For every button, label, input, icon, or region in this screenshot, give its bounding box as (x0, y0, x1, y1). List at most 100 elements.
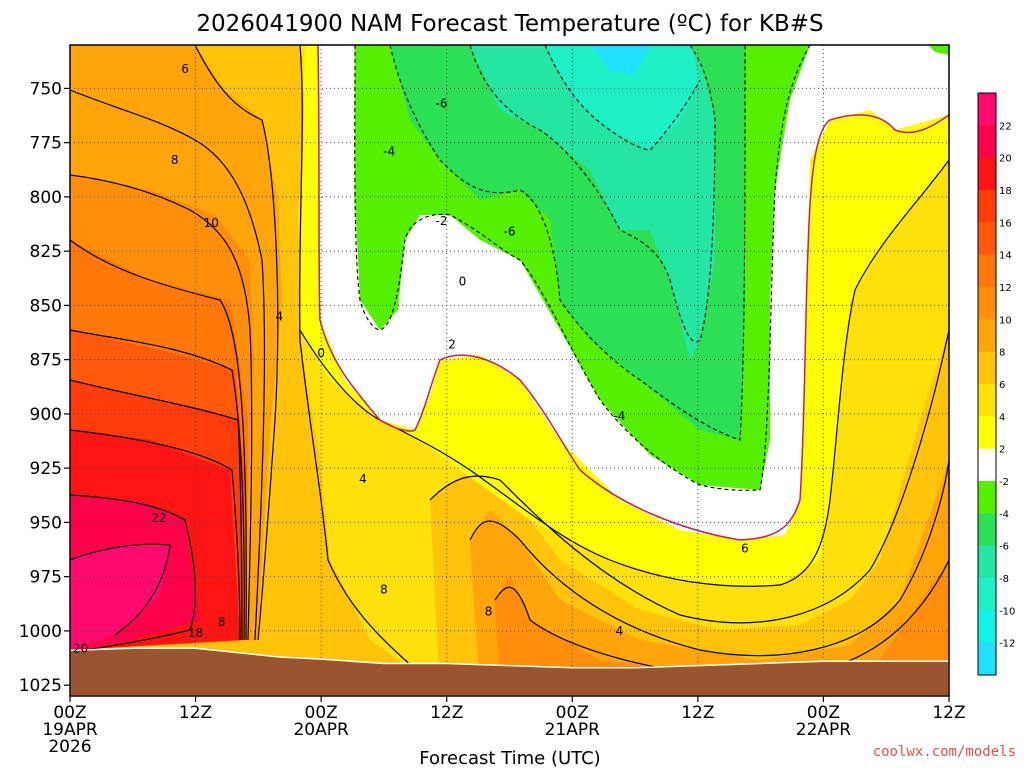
colorbar-swatch (978, 610, 996, 644)
fill-band-10to12-east (495, 560, 949, 696)
colorbar-swatch (978, 642, 996, 676)
x-tick-date: 21APR (545, 720, 601, 740)
colorbar-swatch (978, 513, 996, 547)
contour-label: 4 (359, 472, 367, 486)
contour-6 (194, 45, 279, 641)
contour-8 (70, 89, 266, 641)
contour-6b (299, 45, 441, 691)
y-tick-label: 1000 (19, 622, 62, 642)
colorbar-label: 20 (999, 154, 1012, 165)
x-tick-label: 12Z (681, 703, 714, 723)
contour-label: 10 (204, 216, 219, 230)
contour-label: -6 (435, 97, 447, 111)
y-tick-label: 950 (30, 513, 62, 533)
fill-band-minus12to-14 (590, 45, 650, 75)
contour-label: 20 (73, 641, 88, 655)
contour-label: 0 (317, 346, 325, 360)
contour-zero (317, 45, 949, 541)
contour-10 (70, 174, 253, 641)
colorbar-swatch (978, 545, 996, 579)
fill-band-minus8to-10 (545, 45, 700, 150)
colorbar-label: 12 (999, 283, 1012, 294)
x-tick-label: 00Z (807, 703, 840, 723)
contour-16 (70, 379, 243, 641)
colorbar-label: 4 (999, 412, 1005, 423)
contour-8-east (469, 459, 949, 657)
x-tick-date: 22APR (796, 720, 852, 740)
y-tick-label: 850 (30, 296, 62, 316)
colorbar-swatch (978, 578, 996, 611)
colorbar-swatch (978, 157, 996, 191)
colorbar-swatch (978, 222, 996, 256)
contour-minus8 (544, 45, 701, 151)
contour-label: 8 (171, 153, 179, 167)
contour-14 (70, 329, 245, 641)
contour-label: 22 (151, 511, 166, 525)
colorbar-swatch (978, 190, 996, 223)
colorbar-label: 6 (999, 380, 1005, 391)
contour-label: 8 (380, 583, 388, 597)
colorbar-swatch (978, 448, 996, 482)
y-tick-label: 875 (30, 351, 62, 371)
x-tick-label: 12Z (932, 703, 965, 723)
colorbar-swatch (978, 319, 996, 353)
contour-20 (70, 494, 197, 653)
colorbar-swatch (978, 351, 996, 385)
y-tick-label: 1025 (19, 676, 62, 696)
x-tick-date: 19APR (42, 720, 98, 740)
contour-minus6 (469, 45, 716, 343)
y-tick-label: 900 (30, 405, 62, 425)
fill-band-8to10-east (470, 460, 949, 696)
colorbar-label: -2 (999, 477, 1009, 488)
contour-18 (70, 429, 241, 641)
fill-band-22to24 (70, 545, 170, 650)
colorbar-swatch (978, 93, 996, 126)
contour-label: -4 (383, 144, 395, 158)
colorbar-label: 22 (999, 121, 1012, 132)
contour-labels: 6 8 10 22 18 20 8 4 0 4 -4 -6 -2 0 2 8 8 -6 -4 4 6 (73, 62, 749, 655)
colorbar-swatch (978, 287, 996, 320)
contour-label: 2 (448, 337, 456, 351)
x-tick-label: 00Z (305, 703, 338, 723)
contour-label: 6 (181, 62, 189, 76)
contour-label: 4 (616, 624, 624, 638)
contour-label: 8 (218, 615, 226, 629)
y-tick-label: 925 (30, 459, 62, 479)
fill-green-corner (928, 45, 949, 55)
y-tick-label: 975 (30, 568, 62, 588)
colorbar-label: -10 (999, 606, 1015, 617)
contour-label: -6 (504, 225, 516, 239)
colorbar-label: 18 (999, 186, 1012, 197)
colorbar-label: 14 (999, 251, 1012, 262)
colorbar-label: 2 (999, 445, 1005, 456)
freezing-contours (317, 45, 949, 541)
x-tick-label: 00Z (53, 703, 86, 723)
negative-contours (354, 45, 811, 491)
contour-12 (70, 239, 247, 641)
colorbar-label: -8 (999, 574, 1009, 585)
colorbar-frame (977, 92, 997, 676)
credit-text: coolwx.com/models (873, 744, 1016, 760)
y-tick-label: 775 (30, 134, 62, 154)
underground-area (70, 647, 949, 696)
colorbar-label: -6 (999, 542, 1009, 553)
x-tick-date: 20APR (293, 720, 349, 740)
plot-frame (69, 44, 950, 697)
x-tick-label: 12Z (430, 703, 463, 723)
contour-label: 6 (741, 541, 749, 555)
contour-label: 4 (275, 309, 283, 323)
contour-label: -2 (435, 214, 447, 228)
colorbar-swatch (978, 481, 996, 514)
x-axis-label: Forecast Time (UTC) (419, 748, 600, 768)
contour-minus2 (354, 45, 811, 491)
chart-title: 2026041900 NAM Forecast Temperature (ºC)… (196, 11, 823, 37)
x-tick-year: 2026 (48, 737, 91, 757)
y-tick-label: 750 (30, 79, 62, 99)
y-tick-label: 800 (30, 188, 62, 208)
colorbar-swatch (978, 384, 996, 417)
contour-label: -4 (613, 409, 625, 423)
contour-label: 18 (188, 626, 203, 640)
contour-minus4 (389, 45, 746, 441)
